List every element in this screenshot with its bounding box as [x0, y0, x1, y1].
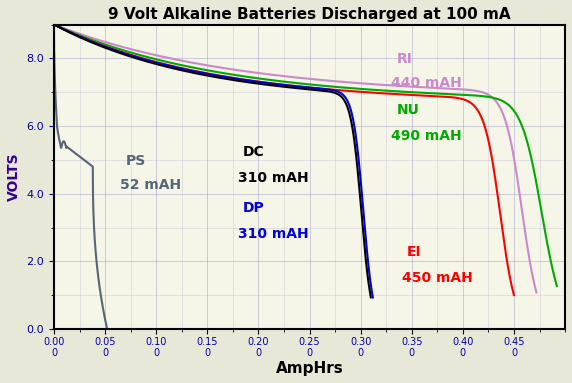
- Text: 490 mAH: 490 mAH: [391, 129, 462, 142]
- Text: 52 mAH: 52 mAH: [121, 178, 181, 192]
- Text: 310 mAH: 310 mAH: [238, 171, 308, 185]
- Text: DP: DP: [243, 201, 265, 215]
- Text: DC: DC: [243, 146, 265, 159]
- Text: 450 mAH: 450 mAH: [402, 271, 472, 285]
- Title: 9 Volt Alkaline Batteries Discharged at 100 mA: 9 Volt Alkaline Batteries Discharged at …: [108, 7, 511, 22]
- Text: 310 mAH: 310 mAH: [238, 227, 308, 241]
- Text: RI: RI: [396, 52, 412, 66]
- Text: 440 mAH: 440 mAH: [391, 76, 462, 90]
- Text: PS: PS: [125, 154, 146, 168]
- Text: EI: EI: [407, 245, 421, 259]
- Text: NU: NU: [396, 103, 419, 117]
- Y-axis label: VOLTS: VOLTS: [7, 152, 21, 201]
- X-axis label: AmpHrs: AmpHrs: [276, 361, 343, 376]
